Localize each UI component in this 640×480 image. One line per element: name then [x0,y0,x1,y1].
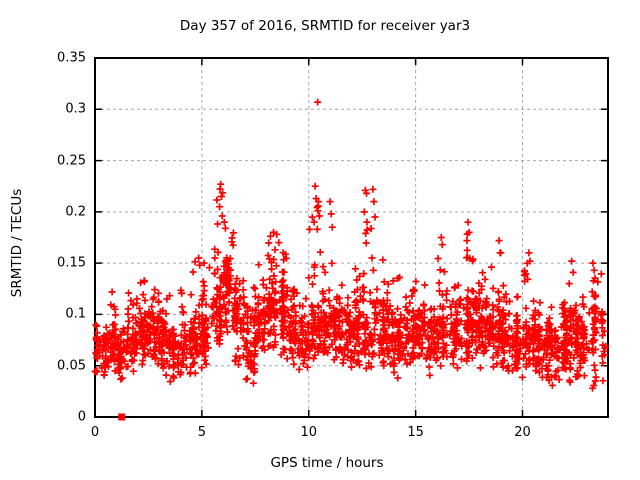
x-tick-label: 20 [514,425,531,440]
square-point [118,413,126,421]
x-tick-label: 0 [90,425,100,440]
x-axis-title: GPS time / hours [270,455,384,471]
y-tick-label: 0.25 [57,153,86,169]
x-tick-label: 10 [300,425,318,440]
chart-title: Day 357 of 2016, SRMTID for receiver yar… [179,18,471,34]
x-tick-label: 5 [197,425,207,440]
x-tick-label: 15 [407,425,424,440]
y-tick-label: 0.15 [57,255,86,271]
y-tick-label: 0.3 [65,101,86,117]
y-tick-label: 0.1 [65,306,86,322]
y-tick-label: 0.05 [57,358,86,374]
y-tick-label: 0 [77,409,86,425]
scatter-points [91,98,610,392]
y-tick-label: 0.35 [57,50,86,66]
y-tick-label: 0.2 [65,204,86,220]
